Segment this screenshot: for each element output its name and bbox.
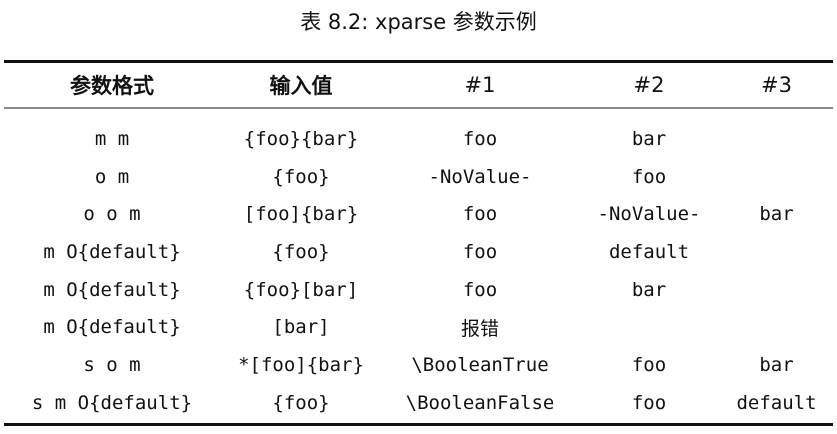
header-cell: #2 (633, 73, 665, 97)
table-row: m m {foo}{bar} foo bar (4, 120, 833, 158)
table-cell: foo (462, 127, 498, 150)
table-cell (720, 233, 833, 271)
header-row: 参数格式 输入值 #1 #2 #3 (4, 64, 833, 106)
mid-rule (4, 107, 833, 109)
table-cell: {foo} (272, 240, 330, 263)
table-cell: bar (759, 353, 794, 376)
table-cell: bar (631, 127, 667, 150)
table-row: o m {foo} -NoValue-foo (4, 158, 833, 196)
table-cell: foo (631, 165, 667, 188)
table-cell: o o m (83, 203, 141, 226)
table-row: m O{default} [bar] 报错 (4, 308, 833, 346)
table-cell: s m O{default} (31, 391, 193, 414)
table-cell: foo (631, 391, 667, 414)
table-row: s m O{default} {foo} \BooleanFalse foo defau… (4, 384, 833, 422)
table-cell (720, 271, 833, 309)
table-cell: {foo}[bar] (243, 278, 359, 301)
table-cell: o m (94, 165, 130, 188)
table-row: m O{default} {foo} foo default (4, 233, 833, 271)
table-caption: 表 8.2: xparse 参数示例 (300, 10, 537, 34)
table-cell: s o m (83, 353, 141, 376)
header-cell: 参数格式 (70, 74, 154, 98)
table-cell: bar (631, 278, 667, 301)
table-cell: [bar] (272, 316, 330, 339)
table-cell: bar (759, 203, 794, 226)
table-row: m O{default} {foo}[bar] foo bar (4, 271, 833, 309)
table-row: s o m *[foo]{bar} \BooleanTrue foo bar (4, 346, 833, 384)
header-cell: 输入值 (269, 74, 333, 98)
table-cell: m m (94, 127, 130, 150)
table-cell: foo (462, 240, 498, 263)
bottom-rule (4, 423, 833, 426)
table-cell: foo (462, 203, 498, 226)
table-cell: -NoValue- (597, 203, 701, 226)
table-row: o o m [foo]{bar} foo -NoValue-bar (4, 195, 833, 233)
table-cell: \BooleanFalse (405, 391, 555, 414)
table-cell: default (608, 240, 690, 263)
table-cell: {foo}{bar} (243, 127, 359, 150)
top-rule (4, 60, 833, 63)
table-cell: m O{default} (43, 316, 181, 339)
table-cell: 报错 (460, 317, 499, 340)
table-cell (578, 308, 720, 346)
table-cell: {foo} (272, 165, 330, 188)
table-cell: m O{default} (43, 278, 181, 301)
table-header: 参数格式 输入值 #1 #2 #3 (4, 64, 833, 106)
table-cell: \BooleanTrue (411, 353, 549, 376)
table-cell: foo (462, 278, 498, 301)
table-cell: default (736, 391, 817, 414)
table-cell: [foo]{bar} (243, 203, 359, 226)
table-cell: m O{default} (43, 240, 181, 263)
table-body: m m {foo}{bar} foo bar o m {foo} -NoValue-foo o… (4, 120, 833, 422)
table-cell: {foo} (272, 391, 330, 414)
table-cell: *[foo]{bar} (238, 353, 364, 376)
table-cell: -NoValue- (428, 165, 532, 188)
table-cell (720, 158, 833, 196)
header-cell: #1 (464, 73, 496, 97)
table-cell: foo (631, 353, 667, 376)
table-cell (720, 120, 833, 158)
header-cell: #3 (761, 73, 792, 97)
table-cell (720, 308, 833, 346)
